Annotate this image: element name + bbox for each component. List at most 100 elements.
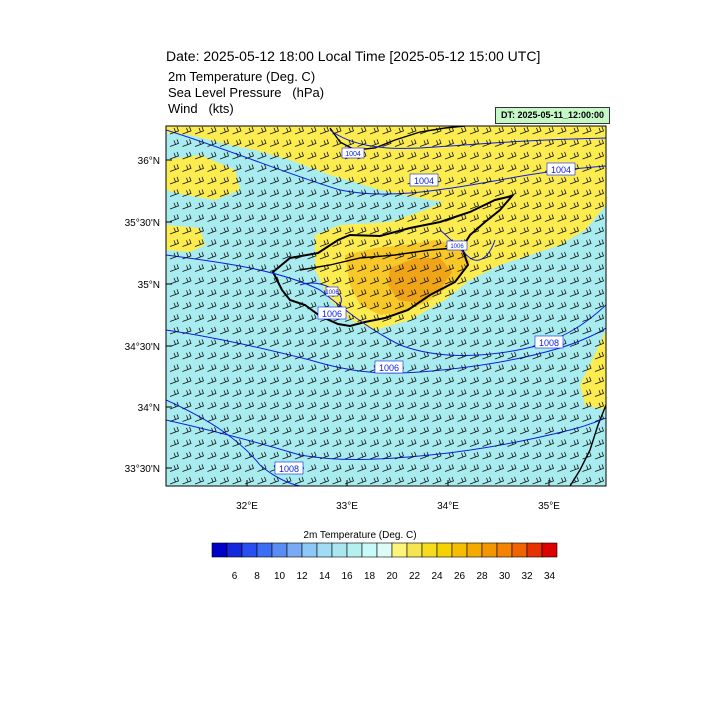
wind-barb xyxy=(344,476,355,485)
wind-barb xyxy=(544,414,555,422)
wind-barb xyxy=(344,126,355,135)
wind-barb xyxy=(569,201,580,210)
wind-barb xyxy=(257,164,267,172)
wind-barb xyxy=(394,314,405,322)
wind-barb xyxy=(194,426,205,435)
wind-barb xyxy=(507,364,517,372)
wind-barb xyxy=(182,326,192,335)
wind-barb xyxy=(519,201,530,210)
wind-barb xyxy=(494,189,505,197)
wind-barb xyxy=(494,176,505,185)
wind-barb xyxy=(582,389,592,397)
wind-barb xyxy=(544,239,555,247)
wind-barb xyxy=(169,451,180,460)
colorbar-swatch xyxy=(466,542,483,558)
subtitle-pressure: Sea Level Pressure (hPa) xyxy=(168,85,325,100)
wind-barb xyxy=(544,314,555,322)
wind-barb xyxy=(307,301,317,310)
wind-barb xyxy=(482,264,492,272)
wind-barb xyxy=(482,451,492,460)
wind-barb xyxy=(469,289,480,297)
wind-barb xyxy=(569,214,580,222)
colorbar-title: 2m Temperature (Deg. C) xyxy=(303,530,417,541)
wind-barb xyxy=(469,214,480,222)
wind-barb xyxy=(257,339,267,347)
wind-barb xyxy=(457,451,467,460)
wind-barb xyxy=(382,264,392,272)
wind-barb xyxy=(232,439,242,447)
wind-barb xyxy=(557,401,567,410)
wind-barb xyxy=(194,239,205,247)
wind-barb xyxy=(482,189,492,197)
wind-barb xyxy=(244,126,255,135)
wind-barb xyxy=(469,276,480,285)
wind-barb xyxy=(307,289,317,297)
wind-barb xyxy=(444,464,455,472)
colorbar-swatch xyxy=(436,542,453,558)
wind-barb xyxy=(382,301,392,310)
wind-barb xyxy=(282,176,292,185)
wind-barb xyxy=(407,414,417,422)
wind-barb xyxy=(594,451,605,460)
colorbar-swatch xyxy=(361,542,378,558)
wind-barb xyxy=(169,201,180,210)
wind-barb xyxy=(582,264,592,272)
wind-barb xyxy=(519,314,530,322)
wind-barb xyxy=(507,389,517,397)
wind-barb xyxy=(419,451,430,460)
wind-barb xyxy=(557,264,567,272)
wind-barb xyxy=(569,476,580,485)
wind-barb xyxy=(544,189,555,197)
wind-barb xyxy=(207,351,217,360)
wind-barb xyxy=(382,126,392,135)
wind-barb xyxy=(369,264,380,272)
wind-barb xyxy=(532,276,542,285)
wind-barb xyxy=(582,139,592,147)
wind-barb xyxy=(382,214,392,222)
wind-barb xyxy=(407,189,417,197)
wind-barb xyxy=(544,201,555,210)
svg-text:1006: 1006 xyxy=(325,290,339,296)
wind-barb xyxy=(382,314,392,322)
wind-barb xyxy=(532,164,542,172)
wind-barb xyxy=(182,126,192,135)
wind-barb xyxy=(494,151,505,160)
wind-barb xyxy=(269,401,280,410)
wind-barb xyxy=(544,251,555,260)
wind-barb xyxy=(282,289,292,297)
wind-barb xyxy=(532,151,542,160)
wind-barb xyxy=(432,351,442,360)
colorbar-tick-label: 28 xyxy=(476,571,488,582)
wind-barb xyxy=(407,326,417,335)
wind-barb xyxy=(357,389,367,397)
wind-barb xyxy=(319,189,330,197)
wind-barb xyxy=(507,326,517,335)
wind-barb xyxy=(307,364,317,372)
wind-barb xyxy=(319,451,330,460)
wind-barb xyxy=(269,389,280,397)
wind-barb xyxy=(232,151,242,160)
wind-barb xyxy=(207,451,217,460)
wind-barb xyxy=(282,226,292,235)
wind-barb xyxy=(207,376,217,385)
wind-barb xyxy=(557,464,567,472)
wind-barb xyxy=(532,214,542,222)
wind-barb xyxy=(532,251,542,260)
wind-barb xyxy=(257,189,267,197)
wind-barb xyxy=(457,314,467,322)
wind-barb xyxy=(232,389,242,397)
wind-barb xyxy=(494,376,505,385)
wind-barb xyxy=(344,314,355,322)
wind-barb xyxy=(494,351,505,360)
wind-barb xyxy=(457,151,467,160)
wind-barb xyxy=(519,289,530,297)
wind-barb xyxy=(257,476,267,485)
wind-barb xyxy=(557,176,567,185)
wind-barb xyxy=(594,226,605,235)
wind-barb xyxy=(244,264,255,272)
wind-barb xyxy=(494,476,505,485)
wind-barb xyxy=(182,176,192,185)
wind-barb xyxy=(544,214,555,222)
wind-barb xyxy=(594,326,605,335)
wind-barb xyxy=(294,314,305,322)
